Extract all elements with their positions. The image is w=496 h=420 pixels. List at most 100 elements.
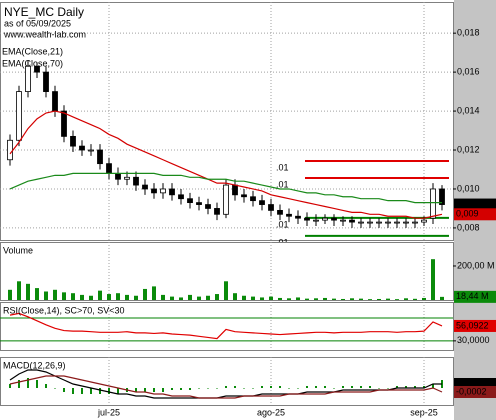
candle-body <box>259 200 265 205</box>
volume-bar <box>89 295 93 300</box>
candle-body <box>205 204 211 209</box>
histogram-bar <box>342 386 344 388</box>
chart-subtitle: as of 05/09/2025 <box>4 18 71 28</box>
histogram-bar <box>387 388 389 389</box>
volume-bar <box>179 297 183 300</box>
legend-label: EMA(Close,21) <box>2 46 63 56</box>
candle-body <box>277 209 283 215</box>
volume-bar <box>188 294 192 300</box>
volume-bar <box>314 298 318 300</box>
candle-body <box>124 176 130 180</box>
histogram-bar <box>99 388 101 394</box>
histogram-bar <box>45 384 47 388</box>
histogram-bar <box>324 386 326 388</box>
legend-label: EMA(Close,70) <box>2 58 63 68</box>
histogram-bar <box>252 388 254 389</box>
chart-title: NYE_MC Daily <box>4 5 84 19</box>
volume-bar <box>395 299 399 300</box>
volume-bar <box>143 288 147 300</box>
value-label: 0,0002 <box>456 378 484 388</box>
candle-body <box>385 221 391 224</box>
histogram-bar <box>378 388 380 389</box>
candle-body <box>214 208 220 215</box>
histogram-bar <box>135 388 137 392</box>
series-line <box>9 369 442 399</box>
volume-bar <box>404 298 408 300</box>
candle-body <box>178 194 184 200</box>
histogram-bar <box>360 386 362 388</box>
candle-body <box>358 221 364 224</box>
volume-bar <box>233 293 237 300</box>
candle-body <box>142 184 148 190</box>
histogram-bar <box>63 388 65 392</box>
y-tick-label: 0,008 <box>457 222 480 232</box>
level-label: .01 <box>276 162 289 172</box>
x-tick-label: ago-25 <box>257 407 285 417</box>
histogram-bar <box>189 388 191 390</box>
histogram-bar <box>333 388 335 389</box>
volume-bar <box>305 298 309 300</box>
candle-body <box>133 176 139 186</box>
volume-bar <box>242 295 246 300</box>
histogram-bar <box>216 388 218 389</box>
volume-bar <box>278 297 282 300</box>
volume-bar <box>260 297 264 300</box>
histogram-bar <box>270 386 272 388</box>
series-line <box>9 375 443 399</box>
volume-bar <box>386 298 390 300</box>
candle-body <box>61 110 67 137</box>
histogram-bar <box>18 380 20 388</box>
volume-bar <box>269 296 273 300</box>
candle-body <box>187 198 193 204</box>
candle-body <box>430 188 436 219</box>
close-label-box <box>454 198 496 211</box>
volume-bar <box>26 283 30 300</box>
volume-bar <box>116 293 120 300</box>
candle-body <box>367 221 373 224</box>
panel-title: MACD(12,26,9) <box>3 360 66 370</box>
volume-bar <box>332 298 336 300</box>
histogram-bar <box>432 384 434 388</box>
candle-body <box>25 65 31 92</box>
candle-body <box>439 188 445 205</box>
histogram-bar <box>171 388 173 390</box>
candle-body <box>70 135 76 147</box>
volume-bar <box>134 295 138 300</box>
candle-body <box>151 188 157 194</box>
candle-body <box>97 149 103 165</box>
volume-bar <box>206 295 210 300</box>
y-tick-label: 0,012 <box>457 144 480 154</box>
histogram-bar <box>153 388 155 392</box>
volume-bar <box>224 281 228 300</box>
volume-bar <box>323 297 327 300</box>
volume-bar <box>152 286 156 300</box>
volume-bar <box>422 297 426 300</box>
histogram-bar <box>225 386 227 388</box>
histogram-bar <box>351 386 353 388</box>
value-label-box <box>454 208 496 221</box>
candle-body <box>196 202 202 205</box>
volume-bar <box>215 294 219 300</box>
volume-bar <box>125 294 129 300</box>
histogram-bar <box>180 388 182 390</box>
volume-bar <box>440 296 444 300</box>
histogram-bar <box>288 388 290 389</box>
candle-body <box>106 163 112 174</box>
volume-bar <box>44 291 48 300</box>
histogram-bar <box>162 388 164 392</box>
candle-body <box>43 71 49 92</box>
candle-body <box>79 145 85 151</box>
x-tick-label: sep-25 <box>410 407 438 417</box>
series-line <box>9 172 442 204</box>
series-line <box>9 312 443 340</box>
value-label: 0,009 <box>456 209 479 219</box>
volume-bar <box>296 297 300 300</box>
panel-title: RSI(Close,14), SC>70, SV<30 <box>3 305 125 315</box>
histogram-bar <box>234 386 236 388</box>
value-label-box <box>454 386 496 398</box>
histogram-bar <box>72 388 74 394</box>
candle-body <box>34 65 40 73</box>
value-label: 18,44 M <box>456 291 489 301</box>
candle-body <box>52 91 58 112</box>
